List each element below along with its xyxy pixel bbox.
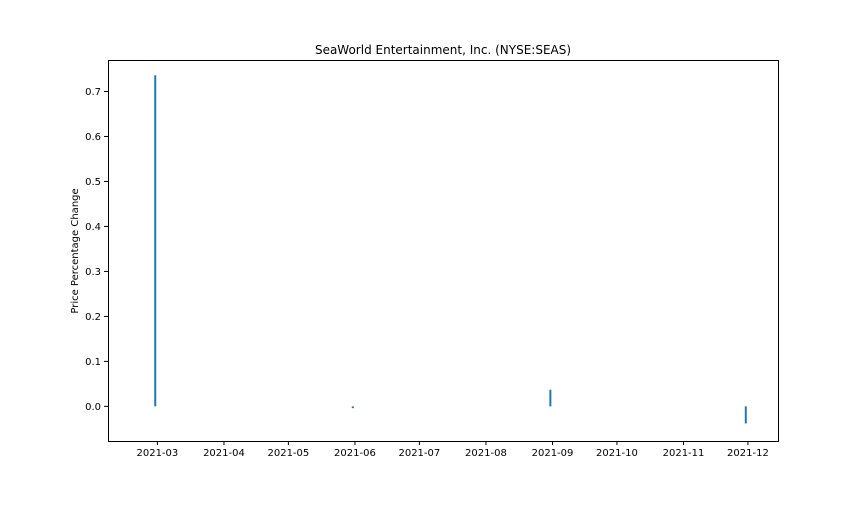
x-tick-label: 2021-09 [532, 448, 574, 459]
y-tick-label: 0.6 [85, 132, 101, 143]
x-tick-label: 2021-07 [398, 448, 440, 459]
x-tick-label: 2021-05 [267, 448, 309, 459]
x-tick-label: 2021-08 [465, 448, 507, 459]
bar-group [154, 75, 747, 424]
bar [154, 75, 157, 407]
x-tick-label: 2021-12 [727, 448, 769, 459]
y-axis-ticks: 0.0 0.1 0.2 0.3 0.4 0.5 0.6 0.7 [85, 87, 108, 413]
x-axis-ticks: 2021-03 2021-04 2021-05 2021-06 2021-07 2021-… [136, 441, 769, 459]
chart-title: SeaWorld Entertainment, Inc. (NYSE:SEAS) [315, 43, 571, 57]
y-tick-label: 0.4 [85, 222, 101, 233]
y-tick-label: 0.3 [85, 267, 101, 278]
x-tick-label: 2021-06 [334, 448, 376, 459]
y-tick-label: 0.0 [85, 402, 101, 413]
y-tick-label: 0.2 [85, 312, 101, 323]
y-tick-label: 0.5 [85, 177, 101, 188]
bar [744, 406, 747, 424]
y-tick-label: 0.7 [85, 87, 101, 98]
x-tick-label: 2021-03 [136, 448, 178, 459]
bar [351, 406, 354, 409]
x-tick-label: 2021-10 [596, 448, 638, 459]
y-axis-label: Price Percentage Change [70, 188, 81, 313]
y-tick-label: 0.1 [85, 357, 101, 368]
plot-frame [108, 60, 779, 442]
bar [549, 389, 552, 407]
x-tick-label: 2021-11 [663, 448, 705, 459]
x-tick-label: 2021-04 [203, 448, 245, 459]
